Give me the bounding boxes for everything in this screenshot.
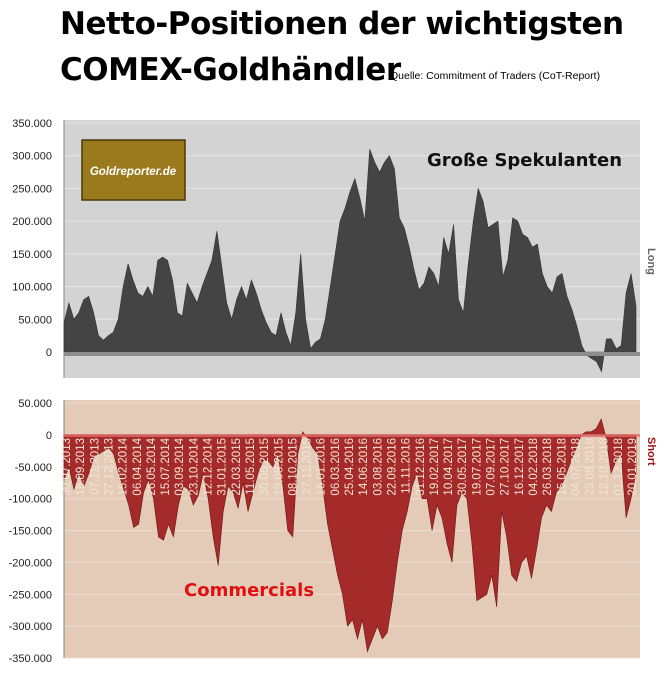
y-tick-label: -350.000 xyxy=(9,653,52,665)
x-tick-label: 20.01.2019 xyxy=(627,438,639,496)
x-tick-label: 31.12.2016 xyxy=(415,438,427,496)
x-tick-label: 19.07.2017 xyxy=(471,438,483,496)
x-tick-label: 08.10.2015 xyxy=(287,438,299,496)
source-note: Quelle: Commitment of Traders (CoT-Repor… xyxy=(390,70,601,82)
x-tick-label: 22.09.2016 xyxy=(386,438,398,496)
x-tick-label: 18.09.2013 xyxy=(75,438,87,496)
x-tick-label: 15.02.2014 xyxy=(118,437,130,495)
series-title-speculators: Große Spekulanten xyxy=(427,150,622,171)
x-tick-label: 27.11.2015 xyxy=(302,438,314,495)
x-tick-label: 12.12.2014 xyxy=(203,437,215,495)
x-tick-label: 30.07.2013 xyxy=(61,438,73,496)
x-tick-label: 26.03.2018 xyxy=(542,438,554,496)
x-tick-label: 15.05.2018 xyxy=(556,438,568,496)
y-tick-label: -250.000 xyxy=(9,589,52,601)
x-tick-label: 03.08.2016 xyxy=(372,438,384,496)
y-tick-label: 50.000 xyxy=(18,398,52,410)
y-tick-label: 150.000 xyxy=(12,249,52,261)
x-tick-label: 10.04.2017 xyxy=(443,438,455,496)
y-tick-label: -300.000 xyxy=(9,621,52,633)
x-tick-label: 26.05.2014 xyxy=(146,437,158,495)
x-tick-label: 06.03.2016 xyxy=(330,438,342,496)
x-tick-label: 22.03.2015 xyxy=(231,438,243,496)
x-tick-label: 11.05.2015 xyxy=(245,438,257,495)
x-tick-label: 16.01.2016 xyxy=(316,438,328,496)
y-tick-label: 100.000 xyxy=(12,282,52,294)
logo-badge xyxy=(81,139,186,201)
x-tick-label: 06.04.2014 xyxy=(132,437,144,495)
commercials-area xyxy=(63,418,637,653)
logo-text: Goldreporter.de xyxy=(90,166,177,178)
y-tick-label: 50.000 xyxy=(18,314,52,326)
x-tick-label: 19.02.2017 xyxy=(429,438,441,496)
x-tick-label: 30.06.2015 xyxy=(259,438,271,496)
y-tick-label: 200.000 xyxy=(12,216,52,228)
x-tick-label: 04.02.2018 xyxy=(528,438,540,496)
y-tick-label: 0 xyxy=(46,430,52,442)
x-tick-label: 23.08.2018 xyxy=(585,438,597,496)
x-tick-label: 11.11.2016 xyxy=(401,438,413,494)
zero-baseline xyxy=(64,434,640,437)
x-tick-label: 01.12.2018 xyxy=(613,438,625,496)
x-tick-label: 16.12.2017 xyxy=(514,438,526,496)
x-tick-label: 27.12.2013 xyxy=(103,438,115,496)
zero-baseline xyxy=(64,352,640,356)
x-tick-label: 31.01.2015 xyxy=(217,438,229,496)
y-tick-label: 0 xyxy=(46,347,52,359)
series-title-commercials: Commercials xyxy=(184,580,314,601)
x-tick-label: 07.11.2013 xyxy=(89,438,101,495)
y-tick-label: -200.000 xyxy=(9,557,52,569)
x-tick-label: 04.07.2018 xyxy=(570,438,582,496)
y-tick-label: -100.000 xyxy=(9,494,52,506)
y-tick-label: -50.000 xyxy=(15,462,52,474)
y-tick-label: 350.000 xyxy=(12,118,52,130)
y-tick-label: 250.000 xyxy=(12,183,52,195)
x-tick-label: 30.05.2017 xyxy=(457,438,469,496)
x-tick-label: 27.10.2017 xyxy=(500,438,512,496)
x-tick-label: 14.06.2016 xyxy=(358,438,370,496)
speculators-area xyxy=(63,149,637,373)
y-tick-label: -150.000 xyxy=(9,526,52,538)
x-tick-label: 12.10.2018 xyxy=(599,438,611,496)
x-tick-label: 07.09.2017 xyxy=(486,438,498,496)
chart-title-line2: COMEX-Goldhändler xyxy=(60,52,401,88)
short-axis-label: Short xyxy=(645,437,657,466)
x-tick-label: 15.07.2014 xyxy=(160,437,172,495)
chart-title-line1: Netto-Positionen der wichtigsten xyxy=(60,6,624,42)
x-tick-label: 23.10.2014 xyxy=(188,437,200,495)
y-tick-label: 300.000 xyxy=(12,151,52,163)
x-tick-label: 19.08.2015 xyxy=(273,438,285,496)
x-tick-label: 25.04.2016 xyxy=(344,438,356,496)
long-axis-label: Long xyxy=(645,248,657,275)
x-tick-label: 03.09.2014 xyxy=(174,437,186,495)
